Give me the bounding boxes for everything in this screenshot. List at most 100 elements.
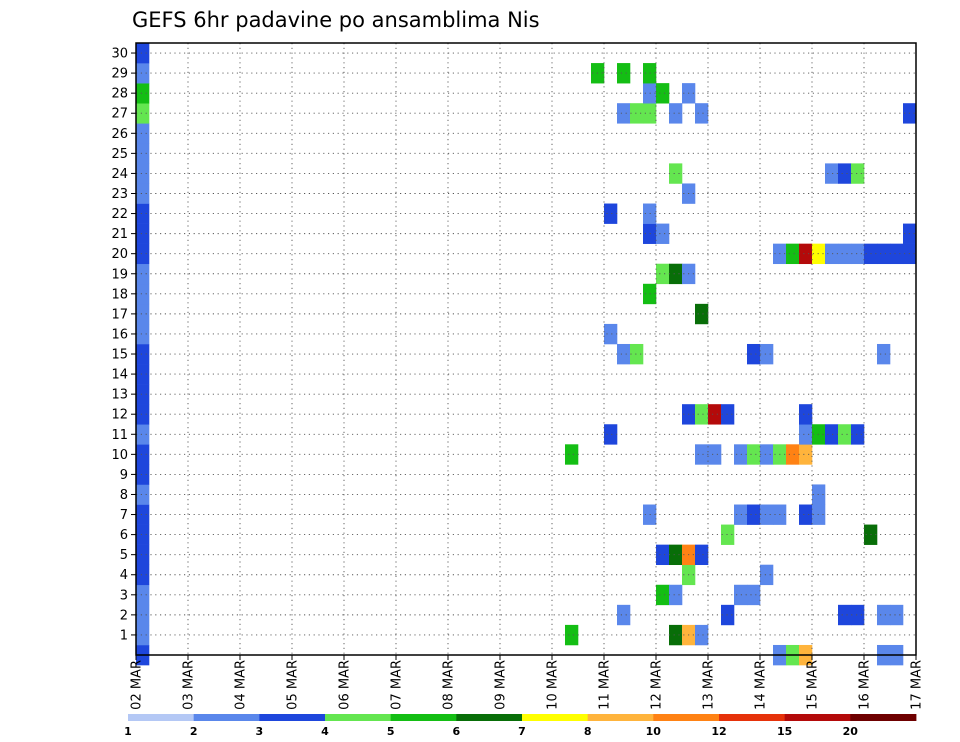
heatmap-cell xyxy=(136,143,150,164)
x-tick-label: 14 MAR xyxy=(754,660,769,710)
x-tick-label: 02 MAR xyxy=(130,660,145,710)
heatmap-cell xyxy=(136,624,150,646)
colorbar-swatch xyxy=(587,714,654,721)
heatmap-cell xyxy=(799,444,813,465)
heatmap-cell xyxy=(851,604,865,626)
heatmap-cell xyxy=(630,103,644,124)
heatmap-cell xyxy=(136,604,150,626)
heatmap-cell xyxy=(136,163,150,184)
heatmap-cell xyxy=(565,444,579,465)
y-tick-label: 12 xyxy=(111,408,128,423)
y-tick-label: 30 xyxy=(111,47,128,62)
colorbar-label: 1 xyxy=(124,725,132,738)
heatmap-cell xyxy=(136,63,150,84)
x-tick-label: 15 MAR xyxy=(806,660,821,710)
heatmap-cell xyxy=(136,343,150,365)
heatmap-cell xyxy=(747,343,761,365)
heatmap-cell xyxy=(617,63,631,84)
heatmap-cell xyxy=(890,243,904,265)
heatmap-cell xyxy=(604,424,618,445)
heatmap-cell xyxy=(695,103,709,124)
colorbar-label: 15 xyxy=(777,725,792,738)
colorbar-swatch xyxy=(325,714,392,721)
heatmap-cell xyxy=(825,424,839,445)
colorbar-label: 10 xyxy=(646,725,662,738)
colorbar-label: 6 xyxy=(452,725,460,738)
heatmap-cell xyxy=(656,83,670,104)
heatmap-cell xyxy=(669,163,683,184)
heatmap-cell xyxy=(890,604,904,626)
heatmap-cell xyxy=(656,263,670,285)
heatmap-cell xyxy=(838,424,852,445)
heatmap-cell xyxy=(136,504,150,525)
heatmap-cell xyxy=(136,203,150,224)
heatmap-cell xyxy=(708,404,722,425)
heatmap-cell xyxy=(136,323,150,345)
heatmap-cell xyxy=(136,223,150,244)
heatmap-cell xyxy=(617,103,631,124)
x-tick-label: 12 MAR xyxy=(650,660,665,710)
x-tick-label: 04 MAR xyxy=(234,660,249,710)
grid-lines xyxy=(136,43,916,655)
colorbar-swatch xyxy=(784,714,851,721)
x-tick-label: 07 MAR xyxy=(390,660,405,710)
heatmap-cell xyxy=(656,544,670,566)
heatmap-cell xyxy=(721,604,735,626)
heatmap-cell xyxy=(760,504,774,525)
y-tick-label: 5 xyxy=(120,548,128,563)
colorbar-label: 7 xyxy=(518,725,526,738)
y-tick-label: 25 xyxy=(111,147,128,162)
heatmap-cell xyxy=(136,444,150,465)
heatmap-cell xyxy=(136,243,150,265)
heatmap-cell xyxy=(695,404,709,425)
heatmap-cell xyxy=(695,444,709,465)
y-tick-label: 7 xyxy=(120,508,128,523)
colorbar-label: 12 xyxy=(711,725,726,738)
heatmap-cell xyxy=(695,624,709,646)
heatmap-cell xyxy=(695,303,709,325)
y-tick-label: 3 xyxy=(120,588,128,603)
heatmap-cell xyxy=(838,163,852,184)
y-tick-label: 10 xyxy=(111,448,128,463)
heatmap-cell xyxy=(136,303,150,325)
heatmap-cell xyxy=(838,243,852,265)
y-tick-label: 22 xyxy=(111,207,128,222)
colorbar-swatch xyxy=(193,714,260,721)
heatmap-cell xyxy=(136,263,150,285)
y-axis-ticks: 1234567891011121314151617181920212223242… xyxy=(111,47,136,643)
colorbar-label: 3 xyxy=(255,725,263,738)
colorbar-swatch xyxy=(390,714,457,721)
heatmap-cell xyxy=(136,484,150,505)
heatmap-cell xyxy=(695,544,709,566)
heatmap-cell xyxy=(136,584,150,606)
x-tick-label: 05 MAR xyxy=(286,660,301,710)
colorbar-label: 2 xyxy=(190,725,198,738)
y-tick-label: 15 xyxy=(111,348,128,363)
y-tick-label: 21 xyxy=(111,227,128,242)
heatmap-cell xyxy=(136,83,150,104)
heatmap-cell xyxy=(877,243,891,265)
heatmap-cell xyxy=(656,584,670,606)
heatmap-cell xyxy=(136,183,150,204)
x-tick-label: 08 MAR xyxy=(442,660,457,710)
y-tick-label: 20 xyxy=(111,247,128,262)
heatmap-cell xyxy=(825,163,839,184)
x-tick-label: 17 MAR xyxy=(910,660,925,710)
heatmap-cell xyxy=(786,444,800,465)
heatmap-cell xyxy=(136,524,150,545)
heatmap-cell xyxy=(747,504,761,525)
heatmap-cell xyxy=(136,283,150,305)
heatmap-cells xyxy=(136,43,917,666)
heatmap-cell xyxy=(851,243,865,265)
x-tick-label: 03 MAR xyxy=(182,660,197,710)
heatmap-cell xyxy=(136,123,150,144)
y-tick-label: 4 xyxy=(120,568,128,583)
y-tick-label: 2 xyxy=(120,608,128,623)
heatmap-cell xyxy=(669,584,683,606)
heatmap-cell xyxy=(604,203,618,224)
heatmap-cell xyxy=(136,43,150,64)
heatmap-cell xyxy=(799,243,813,265)
heatmap-cell xyxy=(565,624,579,646)
y-tick-label: 1 xyxy=(120,628,128,643)
